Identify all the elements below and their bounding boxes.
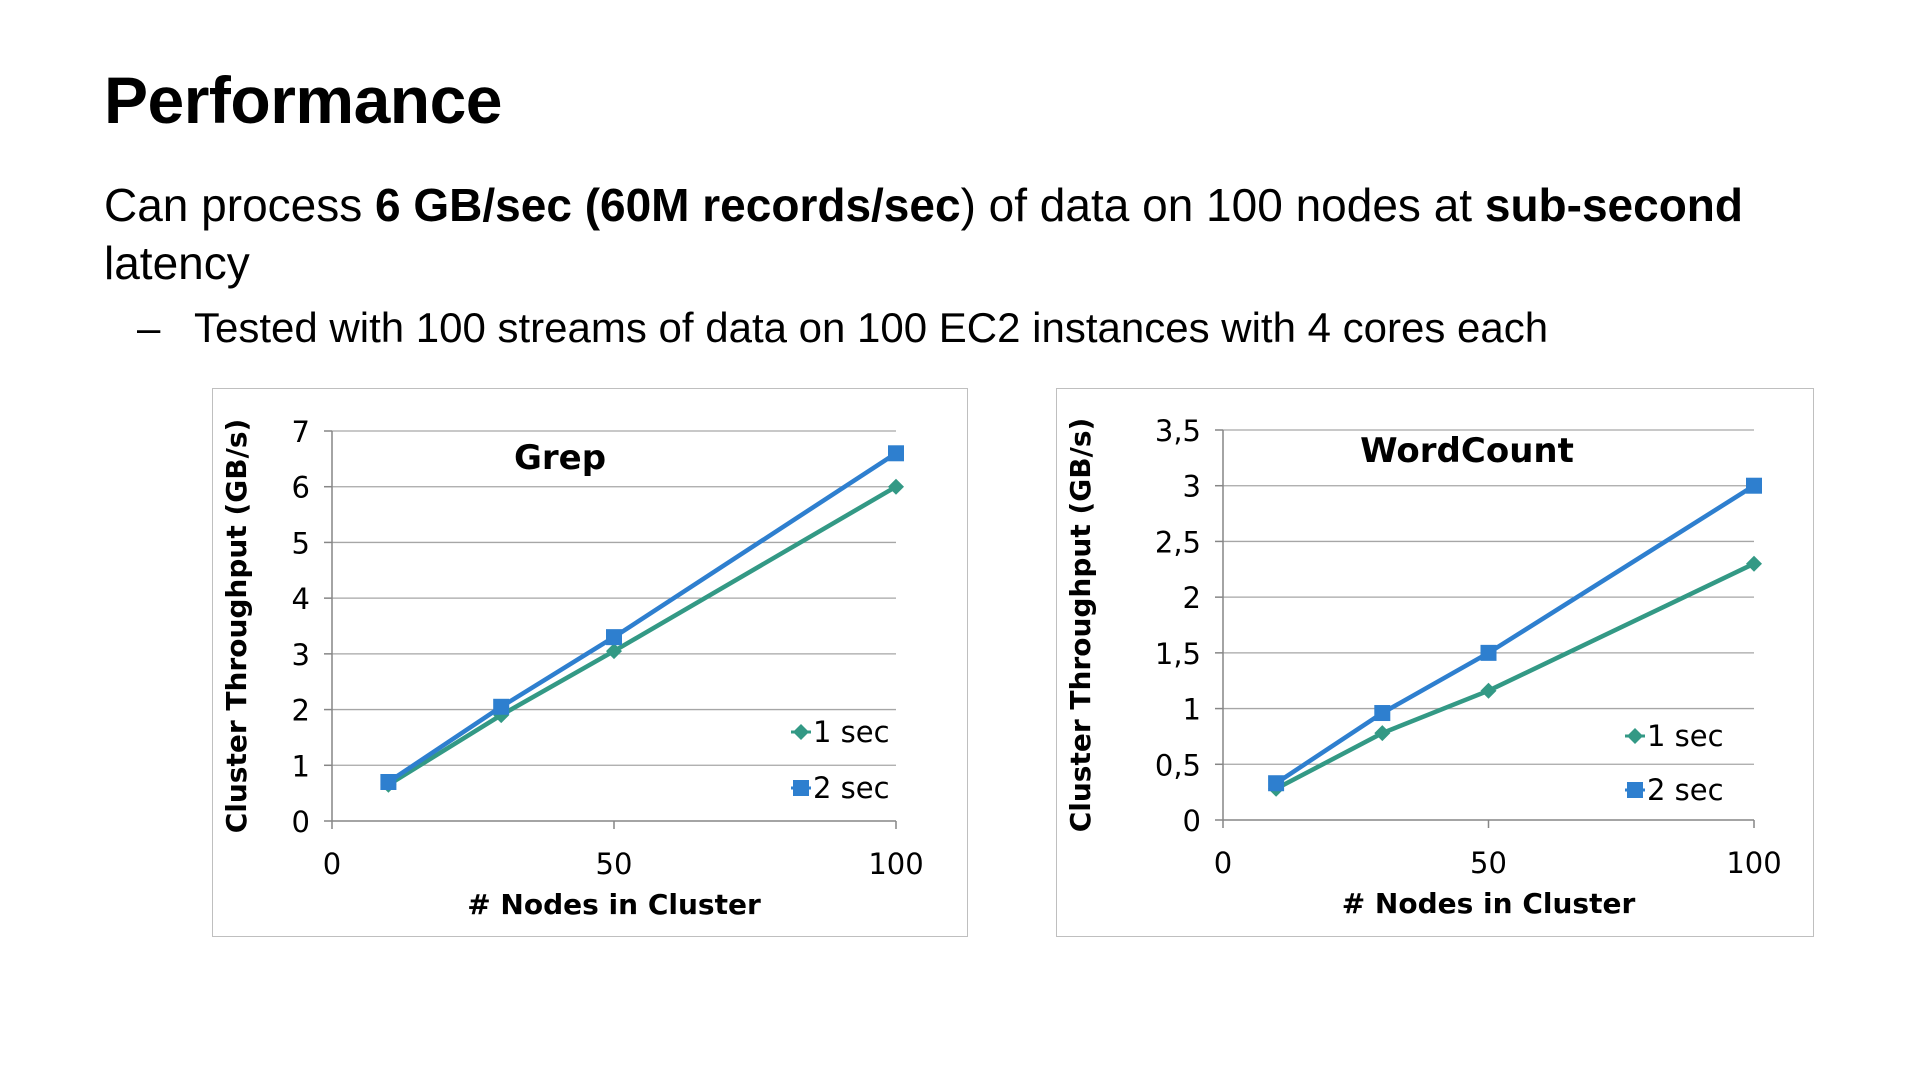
data-point-marker	[1746, 555, 1762, 572]
data-point-marker	[606, 629, 622, 646]
data-point-marker	[380, 774, 397, 790]
y-tick-label: 0	[292, 805, 310, 839]
y-tick-label: 1,5	[1155, 637, 1201, 671]
data-point-marker	[1374, 705, 1391, 722]
y-tick-label: 7	[292, 415, 310, 449]
data-point-marker	[1480, 682, 1497, 699]
y-tick-label: 1	[1183, 693, 1201, 727]
y-tick-label: 2,5	[1155, 525, 1201, 559]
y-tick-label: 0	[1183, 804, 1201, 838]
x-tick-label: 0	[1214, 846, 1232, 880]
x-tick-label: 100	[868, 847, 923, 881]
wordcount-chart: 0 0,5 1 1,5 2 2,5 3 3,5 0 50 100 WordCount # Nodes i…	[1056, 388, 1814, 937]
main-point-suffix: latency	[104, 237, 250, 289]
x-tick-label: 100	[1726, 846, 1781, 880]
y-tick-label: 3	[1183, 470, 1201, 504]
legend-label: 2 sec	[813, 771, 890, 805]
chart-title: WordCount	[1360, 431, 1574, 471]
slide-title: Performance	[104, 63, 503, 137]
grep-chart-svg: 0 1 2 3 4 5 6 7 0 50 100 Grep # Nodes in Cluster Clus…	[220, 415, 924, 921]
x-tick-label: 50	[596, 847, 633, 881]
sub-bullet: – Tested with 100 streams of data on 100 …	[137, 302, 1548, 354]
grep-chart: 0 1 2 3 4 5 6 7 0 50 100 Grep # Nodes in Cluster Clus…	[212, 388, 968, 937]
y-tick-label: 2	[1183, 581, 1201, 615]
y-axis-label: Cluster Throughput (GB/s)	[220, 419, 253, 834]
main-point-throughput: 6 GB/sec (60M records/sec	[375, 179, 961, 231]
y-tick-label: 0,5	[1155, 748, 1201, 782]
slide-main-point: Can process 6 GB/sec (60M records/sec) o…	[104, 176, 1844, 292]
data-point-marker	[493, 698, 510, 715]
y-tick-label: 3,5	[1155, 414, 1201, 448]
chart-title: Grep	[514, 438, 606, 478]
data-point-marker	[1374, 725, 1391, 742]
legend-label: 1 sec	[1647, 719, 1724, 753]
series-line-0	[1275, 561, 1755, 791]
y-tick-label: 1	[292, 749, 310, 783]
data-point-marker	[1746, 477, 1762, 494]
y-tick-label: 6	[292, 471, 310, 505]
series-line-1	[1274, 483, 1756, 786]
bullet-dash: –	[137, 304, 161, 351]
x-axis-label: # Nodes in Cluster	[467, 888, 761, 921]
data-point-marker	[888, 445, 904, 462]
main-point-prefix: Can process	[104, 179, 376, 231]
main-point-latency: sub-second	[1484, 179, 1744, 231]
legend-label: 1 sec	[813, 715, 890, 749]
series-line-1	[387, 451, 898, 784]
data-point-marker	[888, 478, 904, 495]
data-point-marker	[606, 643, 622, 660]
wordcount-chart-svg: 0 0,5 1 1,5 2 2,5 3 3,5 0 50 100 WordCount # Nodes i…	[1064, 414, 1782, 920]
data-point-marker	[1480, 644, 1497, 661]
data-point-marker	[493, 707, 510, 724]
x-tick-label: 50	[1470, 846, 1507, 880]
y-tick-label: 5	[292, 526, 310, 560]
y-axis-label: Cluster Throughput (GB/s)	[1064, 418, 1097, 833]
x-tick-label: 0	[323, 847, 341, 881]
y-tick-label: 2	[292, 694, 310, 728]
data-point-marker	[1268, 775, 1285, 792]
y-tick-label: 4	[292, 582, 310, 616]
series-line-0	[387, 484, 898, 787]
x-axis-label: # Nodes in Cluster	[1342, 887, 1636, 920]
bullet-text: Tested with 100 streams of data on 100 E…	[194, 304, 1549, 351]
y-tick-label: 3	[292, 638, 310, 672]
legend-label: 2 sec	[1647, 773, 1724, 807]
main-point-middle: ) of data on 100 nodes at	[960, 179, 1485, 231]
